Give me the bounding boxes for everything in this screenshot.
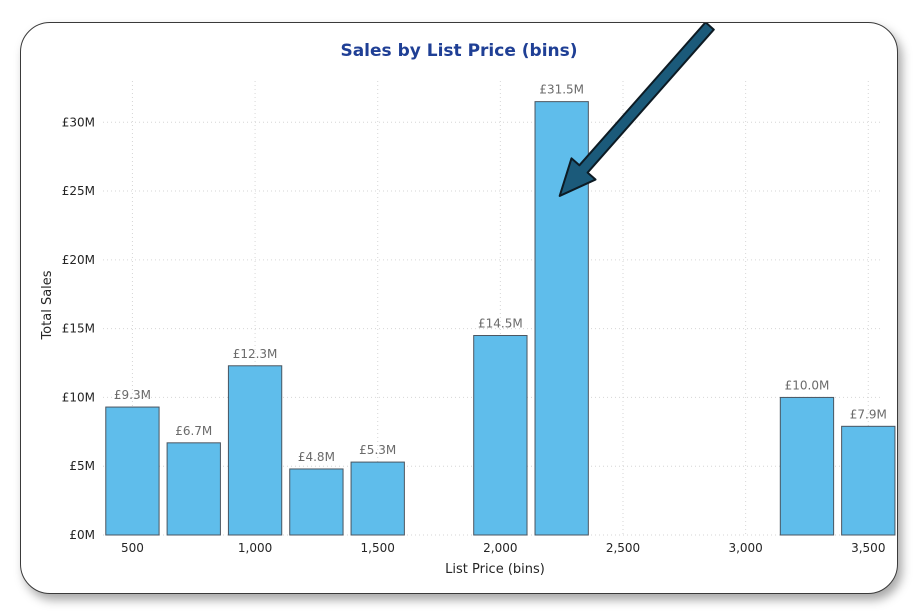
x-tick-label: 2,000: [483, 541, 517, 555]
x-tick-label: 3,000: [728, 541, 762, 555]
x-tick-label: 2,500: [606, 541, 640, 555]
data-label: £6.7M: [175, 424, 212, 438]
y-axis-title: Total Sales: [40, 270, 55, 340]
x-axis-title: List Price (bins): [445, 562, 545, 577]
data-label: £7.9M: [850, 407, 887, 421]
data-label: £10.0M: [785, 378, 830, 392]
x-tick-label: 1,500: [361, 541, 395, 555]
chart-title: Sales by List Price (bins): [340, 41, 577, 61]
data-label: £9.3M: [114, 388, 151, 402]
bars: [105, 101, 896, 536]
y-tick-label: £20M: [62, 253, 95, 267]
data-label: £12.3M: [233, 347, 278, 361]
y-axis-ticks: £0M £5M £10M £15M £20M £25M £30M: [62, 115, 95, 542]
bar[interactable]: [350, 461, 405, 536]
y-tick-label: £30M: [62, 115, 95, 129]
y-tick-label: £10M: [62, 390, 95, 404]
bar[interactable]: [227, 365, 283, 536]
data-label: £5.3M: [359, 443, 396, 457]
bar-chart: Sales by List Price (bins) £9.3M £6.7M £12…: [40, 23, 896, 577]
x-axis-ticks: 500 1,000 1,500 2,000 2,500 3,000 3,500: [121, 541, 885, 555]
data-label: £4.8M: [298, 450, 335, 464]
y-tick-label: £25M: [62, 184, 95, 198]
chart-card: Sales by List Price (bins) £9.3M £6.7M £12…: [20, 22, 898, 594]
y-tick-label: £5M: [69, 459, 95, 473]
bar[interactable]: [473, 335, 528, 536]
bar[interactable]: [166, 442, 221, 536]
data-label: £31.5M: [539, 83, 584, 97]
arrow-icon: [558, 23, 715, 197]
data-label: £14.5M: [478, 317, 523, 331]
bar[interactable]: [105, 406, 160, 536]
y-tick-label: £15M: [62, 322, 95, 336]
bar[interactable]: [841, 425, 896, 536]
x-tick-label: 1,000: [238, 541, 272, 555]
data-labels: £9.3M £6.7M £12.3M £4.8M £5.3M £14.5M £31.5M £1…: [114, 83, 887, 464]
x-tick-label: 3,500: [851, 541, 885, 555]
annotation-arrow: [558, 23, 715, 197]
bar[interactable]: [779, 396, 835, 536]
y-tick-label: £0M: [69, 528, 95, 542]
bar[interactable]: [289, 468, 344, 536]
x-tick-label: 500: [121, 541, 144, 555]
